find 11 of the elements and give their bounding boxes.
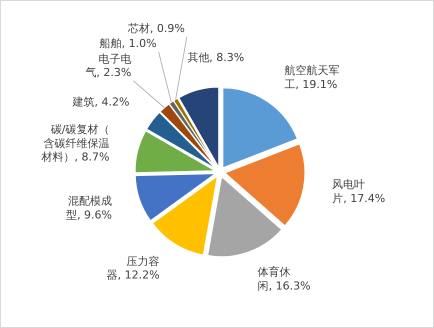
slice-label: 风电叶片, 17.4%: [332, 178, 386, 205]
slice-label: 碳/碳复材（含碳纤维保温材料）, 8.7%: [40, 123, 110, 164]
slice-label: 芯材, 0.9%: [126, 22, 185, 35]
slice-label: 电子电气, 2.3%: [85, 52, 132, 80]
slice-label: 体育休闲, 16.3%: [258, 266, 311, 293]
slice-label: 船舶, 1.0%: [100, 37, 157, 50]
slice-label: 混配模成型, 9.6%: [66, 194, 112, 222]
slice-label: 建筑, 4.2%: [72, 96, 130, 109]
slice-label: 压力容器, 12.2%: [106, 254, 160, 282]
slice-label: 航空航天军工, 19.1%: [284, 64, 340, 91]
slice-label: 其他, 8.3%: [187, 51, 244, 64]
